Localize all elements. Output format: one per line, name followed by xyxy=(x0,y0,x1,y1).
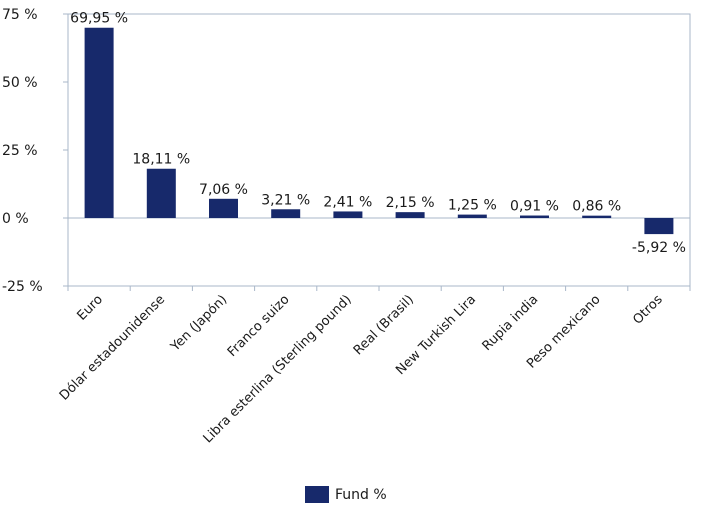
x-tick-label: Franco suizo xyxy=(225,292,293,360)
bar xyxy=(146,168,176,218)
bar xyxy=(84,27,114,219)
data-label: 2,41 % xyxy=(323,194,372,210)
data-label: -5,92 % xyxy=(632,240,686,256)
y-tick-label: 0 % xyxy=(2,211,29,227)
x-tick-label: Yen (Japón) xyxy=(167,292,230,355)
x-tick-label: Euro xyxy=(74,292,105,323)
bar xyxy=(333,211,363,218)
bar-chart: 75 % 50 % 25 % 0 % -25 % 69,95 % Euro 18,11 % Dó… xyxy=(2,7,691,446)
data-label: 0,91 % xyxy=(510,199,559,215)
bar xyxy=(582,215,612,218)
data-label: 7,06 % xyxy=(199,182,248,198)
x-tick-label: Otros xyxy=(630,292,666,328)
bar xyxy=(209,198,238,218)
bar xyxy=(520,215,549,218)
data-label: 0,86 % xyxy=(572,199,621,215)
data-label: 1,25 % xyxy=(448,198,497,214)
y-tick-label: 25 % xyxy=(2,143,38,159)
bar xyxy=(271,209,301,218)
data-label: 18,11 % xyxy=(132,152,190,168)
data-label: 2,15 % xyxy=(386,195,435,211)
legend-label: Fund % xyxy=(335,486,387,503)
y-tick-label: -25 % xyxy=(2,279,43,295)
x-tick-label: Rupia india xyxy=(480,292,542,354)
bar xyxy=(644,218,674,235)
bar xyxy=(395,212,425,218)
plot-frame xyxy=(67,13,691,287)
y-tick-label: 50 % xyxy=(2,75,38,91)
x-tick-label: Real (Brasil) xyxy=(351,292,417,358)
legend-swatch xyxy=(305,486,329,503)
data-label: 69,95 % xyxy=(70,11,128,27)
bar xyxy=(457,214,487,218)
y-tick-label: 75 % xyxy=(2,7,38,23)
legend: Fund % xyxy=(305,486,387,503)
data-label: 3,21 % xyxy=(261,192,310,208)
x-tick-label: Dólar estadounidense xyxy=(57,292,168,403)
